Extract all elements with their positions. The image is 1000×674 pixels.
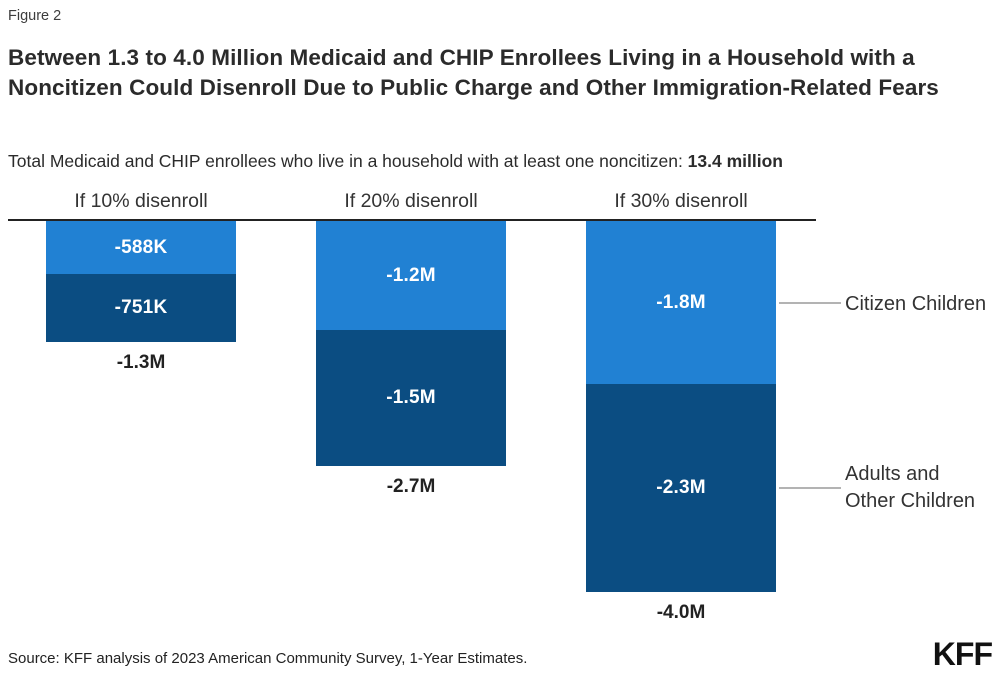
chart-title: Between 1.3 to 4.0 Million Medicaid and … <box>8 45 939 100</box>
legend-connector-line-citizen-children <box>779 302 841 304</box>
bar-total-label: -1.3M <box>116 352 166 373</box>
bar-segment-value-label: -751K <box>114 297 168 318</box>
bar-segment: -751K <box>46 274 236 342</box>
column-header: If 20% disenroll <box>344 190 478 212</box>
column-header: If 10% disenroll <box>74 190 208 212</box>
bar-segment-value-label: -588K <box>114 236 168 258</box>
bar-segment-value-label: -1.2M <box>386 264 436 286</box>
bar-segment: -1.8M <box>586 221 776 384</box>
bar-segment-value-label: -1.5M <box>386 387 436 408</box>
kff-logo: KFF <box>932 636 993 672</box>
zero-baseline-axis <box>8 219 816 221</box>
column-header: If 30% disenroll <box>614 190 748 212</box>
legend-connector-line-adults-other-children <box>779 487 841 489</box>
bar-segment: -1.2M <box>316 221 506 330</box>
legend-label-adults-other-children: Adults and Other Children <box>845 463 976 512</box>
bar-segment: -2.3M <box>586 384 776 592</box>
chart-subtitle: Total Medicaid and CHIP enrollees who li… <box>8 151 986 172</box>
bar-segment: -1.5M <box>316 330 506 466</box>
bar-total-label: -2.7M <box>386 476 436 497</box>
bar-segment-value-label: -1.8M <box>656 291 706 313</box>
legend-label-citizen-children: Citizen Children <box>845 293 987 315</box>
bar-segment: -588K <box>46 221 236 274</box>
source-note: Source: KFF analysis of 2023 American Co… <box>8 650 528 667</box>
bar-segment-value-label: -2.3M <box>656 477 706 498</box>
subtitle-total-value: 13.4 million <box>687 151 783 171</box>
subtitle-text: Total Medicaid and CHIP enrollees who li… <box>8 151 688 171</box>
bar-total-label: -4.0M <box>656 602 706 623</box>
figure-number-label: Figure 2 <box>8 8 62 24</box>
